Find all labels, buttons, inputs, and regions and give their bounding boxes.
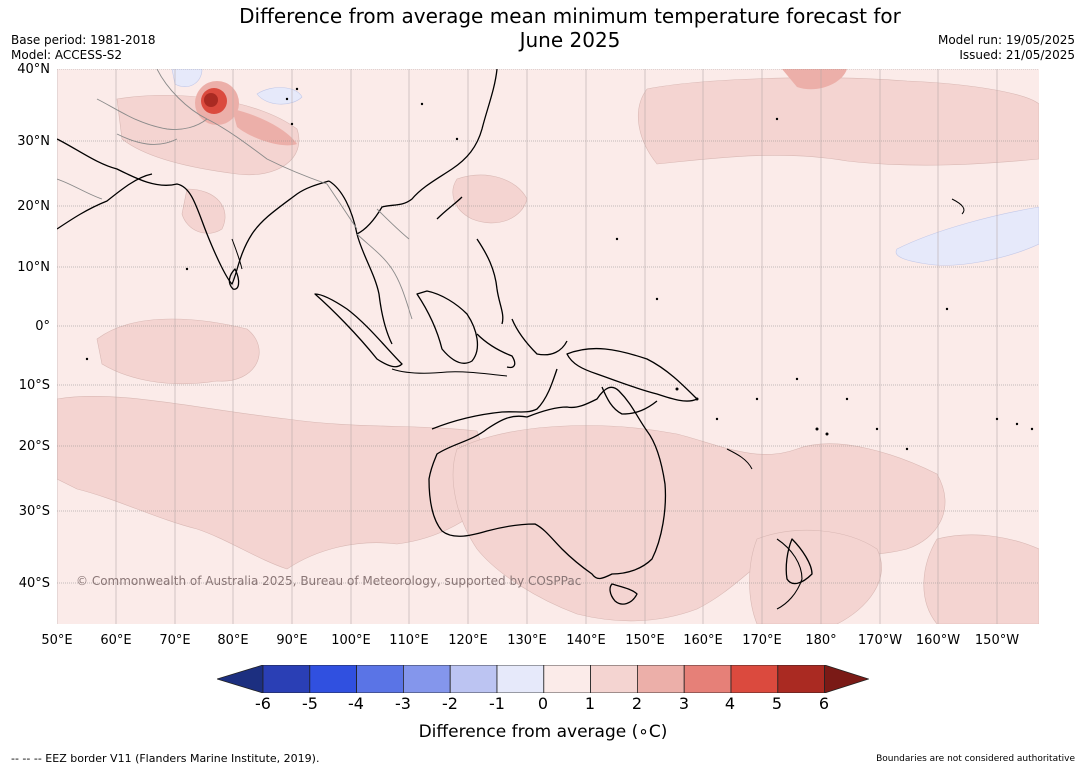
- colorbar-tick: 1: [584, 694, 596, 713]
- lon-tick: 150°W: [974, 633, 1020, 648]
- lon-tick: 160°W: [915, 633, 961, 648]
- model-name: Model: ACCESS-S2: [11, 48, 123, 62]
- lat-tick: 30°N: [17, 134, 50, 149]
- lon-tick: 140°E: [566, 633, 606, 648]
- lon-tick: 160°E: [683, 633, 723, 648]
- lon-tick: 50°E: [41, 633, 73, 648]
- colorbar-label: Difference from average (∘C): [418, 722, 668, 742]
- lon-tick: 90°E: [276, 633, 308, 648]
- colorbar-tick: -1: [489, 694, 505, 713]
- anomaly-shading-cool: [171, 68, 1040, 266]
- colorbar-tick: -2: [442, 694, 458, 713]
- colorbar-swatches: [217, 665, 869, 693]
- lon-tick: 70°E: [159, 633, 191, 648]
- copyright-notice: © Commonwealth of Australia 2025, Bureau…: [76, 574, 582, 588]
- colorbar-tick: -6: [255, 694, 271, 713]
- colorbar-swatch: [777, 665, 825, 693]
- lat-tick: 10°S: [18, 378, 50, 393]
- coastlines: [56, 68, 965, 610]
- lon-tick: 150°E: [625, 633, 665, 648]
- colorbar-extend-high: [824, 665, 869, 693]
- lat-tick: 40°N: [17, 62, 50, 77]
- colorbar: [217, 665, 869, 693]
- colorbar-tick: -5: [302, 694, 318, 713]
- islands: [85, 87, 1034, 451]
- lat-tick: 20°S: [18, 439, 50, 454]
- lat-tick: 0°: [35, 319, 50, 334]
- country-borders: [56, 68, 413, 320]
- lat-tick: 20°N: [17, 199, 50, 214]
- lon-tick: 130°E: [507, 633, 547, 648]
- anomaly-shading-hot: [195, 69, 847, 146]
- lon-tick: 170°E: [742, 633, 782, 648]
- lon-tick: 110°E: [389, 633, 429, 648]
- colorbar-swatch: [309, 665, 358, 693]
- lat-tick: 30°S: [18, 504, 50, 519]
- colorbar-tick: 0: [537, 694, 549, 713]
- colorbar-tick: 5: [771, 694, 783, 713]
- colorbar-swatch: [402, 665, 451, 693]
- lon-tick: 170°W: [857, 633, 903, 648]
- meta-left: Base period: 1981-2018 Model: ACCESS-S2: [11, 33, 156, 63]
- meta-right: Model run: 19/05/2025 Issued: 21/05/2025: [938, 33, 1075, 63]
- colorbar-tick: -4: [348, 694, 364, 713]
- colorbar-swatch: [730, 665, 779, 693]
- forecast-map: [56, 68, 1040, 625]
- colorbar-swatch: [356, 665, 404, 693]
- lon-tick: 100°E: [331, 633, 371, 648]
- colorbar-tick: 4: [724, 694, 736, 713]
- lon-tick: 80°E: [217, 633, 249, 648]
- colorbar-swatch: [683, 665, 732, 693]
- colorbar-swatch: [543, 665, 591, 693]
- colorbar-tick: -3: [395, 694, 411, 713]
- colorbar-tick: 2: [631, 694, 643, 713]
- colorbar-tick: 3: [678, 694, 690, 713]
- lon-tick: 180°: [805, 633, 837, 648]
- colorbar-swatch: [449, 665, 498, 693]
- issued-date: Issued: 21/05/2025: [959, 48, 1075, 62]
- eez-legend: -- -- -- EEZ border V11 (Flanders Marine…: [11, 752, 320, 765]
- lon-tick: 120°E: [448, 633, 488, 648]
- base-period: Base period: 1981-2018: [11, 33, 156, 47]
- boundaries-disclaimer: Boundaries are not considered authoritat…: [876, 754, 1075, 764]
- lon-tick: 60°E: [100, 633, 132, 648]
- map-svg: [56, 68, 1040, 625]
- colorbar-swatch: [496, 665, 545, 693]
- model-run: Model run: 19/05/2025: [937, 33, 1075, 47]
- colorbar-extend-low: [217, 665, 264, 693]
- colorbar-tick: 6: [818, 694, 830, 713]
- meridians: [56, 69, 998, 624]
- lat-tick: 10°N: [17, 260, 50, 275]
- colorbar-swatch: [636, 665, 685, 693]
- lat-tick: 40°S: [18, 576, 50, 591]
- colorbar-swatch: [262, 665, 311, 693]
- graticule: [57, 68, 1039, 584]
- map-title: Difference from average mean minimum tem…: [239, 4, 901, 52]
- anomaly-shading-warm: [56, 77, 1040, 625]
- colorbar-swatch: [590, 665, 638, 693]
